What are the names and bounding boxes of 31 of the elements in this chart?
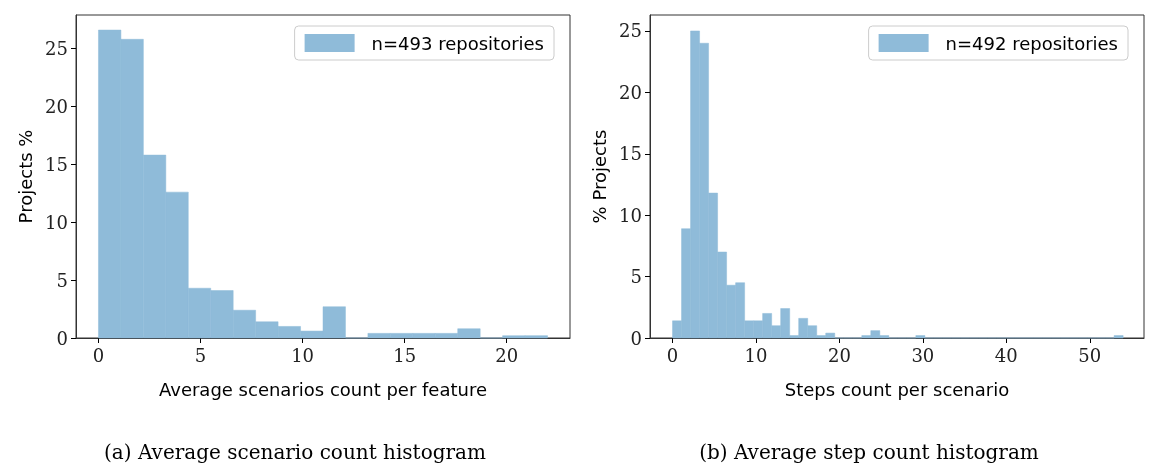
x-tick-label: 15: [393, 344, 417, 366]
y-tick-label: 10: [45, 211, 68, 233]
y-axis-title: Projects %: [14, 129, 36, 224]
y-tick-label: 5: [56, 269, 68, 291]
legend-label: n=492 repositories: [945, 32, 1118, 54]
x-tick-label: 50: [1078, 344, 1102, 366]
y-tick-label: 10: [619, 204, 642, 226]
x-tick-label: 10: [744, 344, 768, 366]
text: (b) Average step count histogram: [699, 440, 1039, 464]
y-axis-title: % Projects: [588, 129, 610, 224]
y-tick-label: 15: [45, 153, 68, 175]
legend-label: n=493 repositories: [371, 32, 544, 54]
x-tick-label: 40: [994, 344, 1018, 366]
y-tick-label: 25: [619, 20, 642, 42]
x-tick-label: 20: [495, 344, 519, 366]
x-tick-label: 0: [92, 344, 105, 366]
x-tick-label: 10: [291, 344, 315, 366]
x-tick-label: 30: [911, 344, 935, 366]
y-tick-label: 20: [619, 81, 642, 103]
x-axis-title: Steps count per scenario: [784, 378, 1010, 400]
x-tick-label: 0: [666, 344, 679, 366]
x-tick-label: 20: [827, 344, 851, 366]
x-axis-title: Average scenarios count per feature: [158, 378, 488, 400]
y-tick-label: 5: [630, 266, 642, 288]
y-tick-label: 0: [56, 327, 68, 349]
text: (a) Average scenario count histogram: [104, 440, 486, 464]
y-tick-label: 15: [619, 143, 642, 165]
y-tick-label: 20: [45, 95, 68, 117]
y-tick-label: 0: [630, 327, 642, 349]
y-tick-label: 25: [45, 38, 68, 60]
x-tick-label: 5: [194, 344, 207, 366]
